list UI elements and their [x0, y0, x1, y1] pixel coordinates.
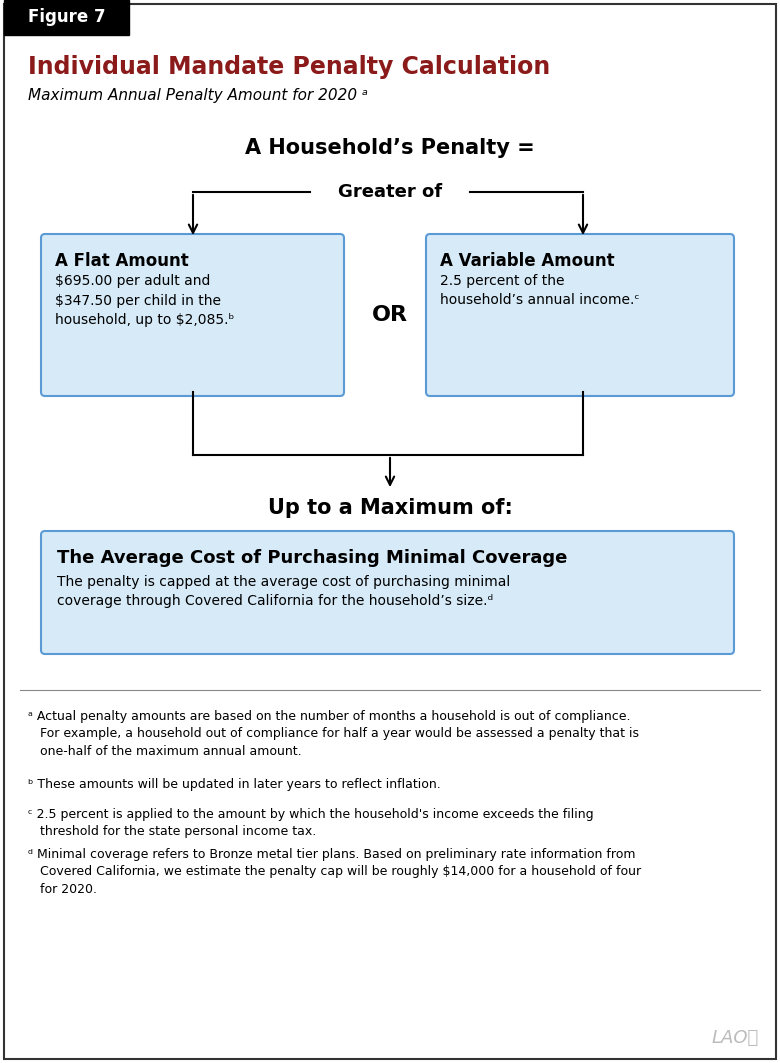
FancyBboxPatch shape [4, 0, 129, 35]
Text: The Average Cost of Purchasing Minimal Coverage: The Average Cost of Purchasing Minimal C… [57, 549, 567, 567]
Text: Greater of: Greater of [338, 183, 442, 201]
Text: ᶜ 2.5 percent is applied to the amount by which the household's income exceeds t: ᶜ 2.5 percent is applied to the amount b… [28, 808, 594, 839]
Text: ᵈ Minimal coverage refers to Bronze metal tier plans. Based on preliminary rate : ᵈ Minimal coverage refers to Bronze meta… [28, 848, 641, 896]
Text: Individual Mandate Penalty Calculation: Individual Mandate Penalty Calculation [28, 55, 550, 79]
Text: $695.00 per adult and
$347.50 per child in the
household, up to $2,085.ᵇ: $695.00 per adult and $347.50 per child … [55, 274, 234, 327]
Text: OR: OR [372, 305, 408, 325]
Text: ᵇ These amounts will be updated in later years to reflect inflation.: ᵇ These amounts will be updated in later… [28, 778, 441, 791]
Text: LAO⩲: LAO⩲ [711, 1029, 759, 1047]
Text: The penalty is capped at the average cost of purchasing minimal
coverage through: The penalty is capped at the average cos… [57, 575, 510, 608]
FancyBboxPatch shape [41, 234, 344, 396]
Text: Figure 7: Figure 7 [27, 9, 105, 27]
Text: A Household’s Penalty =: A Household’s Penalty = [245, 138, 535, 158]
Text: Up to a Maximum of:: Up to a Maximum of: [268, 497, 512, 518]
FancyBboxPatch shape [426, 234, 734, 396]
FancyBboxPatch shape [41, 532, 734, 654]
Text: A Flat Amount: A Flat Amount [55, 252, 189, 270]
Text: Maximum Annual Penalty Amount for 2020 ᵃ: Maximum Annual Penalty Amount for 2020 ᵃ [28, 88, 368, 103]
Text: 2.5 percent of the
household’s annual income.ᶜ: 2.5 percent of the household’s annual in… [440, 274, 640, 307]
Text: A Variable Amount: A Variable Amount [440, 252, 615, 270]
Text: ᵃ Actual penalty amounts are based on the number of months a household is out of: ᵃ Actual penalty amounts are based on th… [28, 710, 639, 758]
